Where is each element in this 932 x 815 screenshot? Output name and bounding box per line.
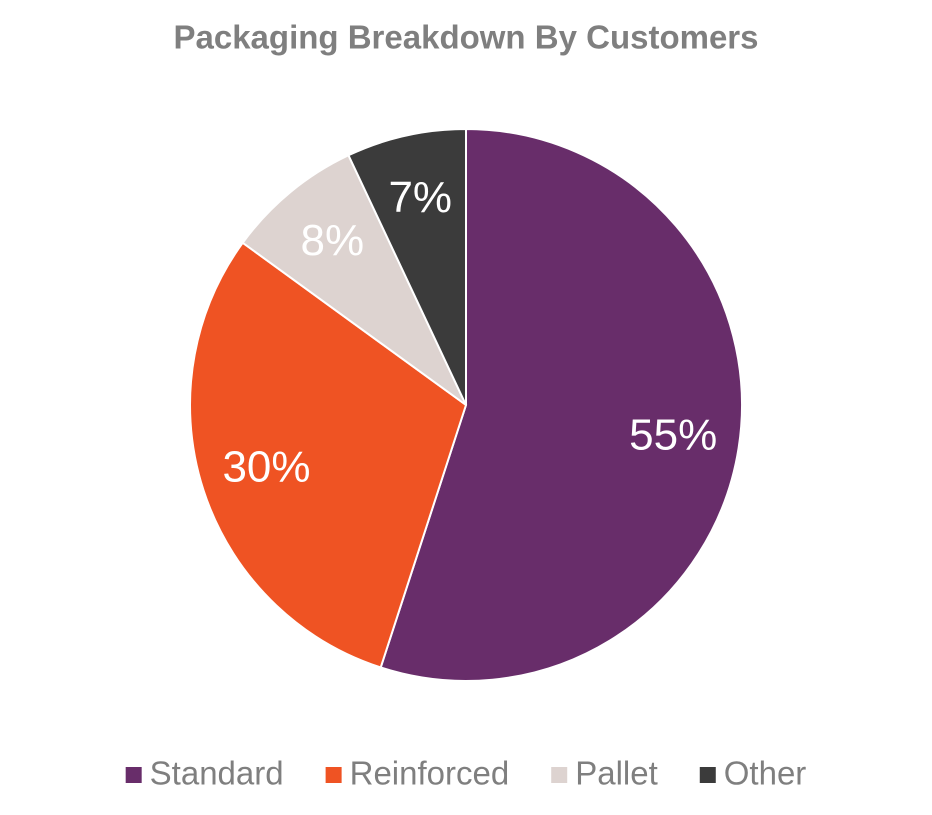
chart-title: Packaging Breakdown By Customers xyxy=(173,19,758,56)
data-label: 7% xyxy=(388,173,452,222)
legend-label: Reinforced xyxy=(350,755,510,792)
legend-swatch xyxy=(699,767,716,783)
data-label: 55% xyxy=(629,410,717,459)
legend-label: Pallet xyxy=(575,755,658,792)
data-label: 8% xyxy=(300,216,364,265)
data-label: 30% xyxy=(222,442,310,491)
pie-slice xyxy=(241,153,467,406)
pie-slice xyxy=(347,127,467,406)
pie-slice xyxy=(379,127,743,682)
pie-slice xyxy=(189,241,468,669)
legend-swatch xyxy=(325,767,342,783)
legend-swatch xyxy=(125,767,142,783)
legend-label: Other xyxy=(724,755,807,792)
legend-label: Standard xyxy=(150,755,284,792)
legend-swatch xyxy=(551,767,568,783)
